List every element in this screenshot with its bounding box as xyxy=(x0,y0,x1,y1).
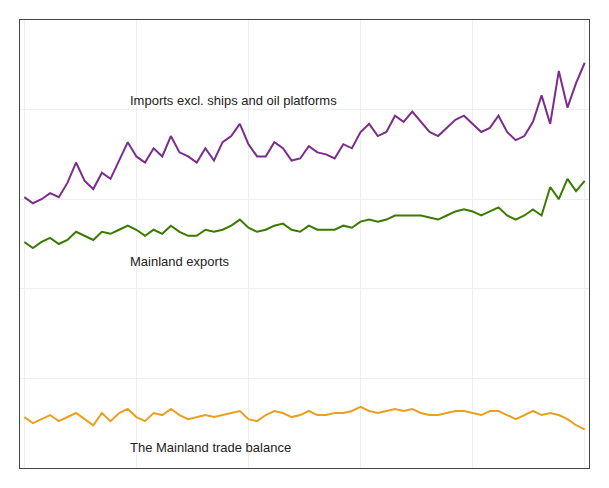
svg-text:Imports excl. ships and oil pl: Imports excl. ships and oil platforms xyxy=(130,93,337,108)
svg-text:The Mainland trade balance: The Mainland trade balance xyxy=(130,440,291,455)
svg-text:Mainland exports: Mainland exports xyxy=(130,254,229,269)
